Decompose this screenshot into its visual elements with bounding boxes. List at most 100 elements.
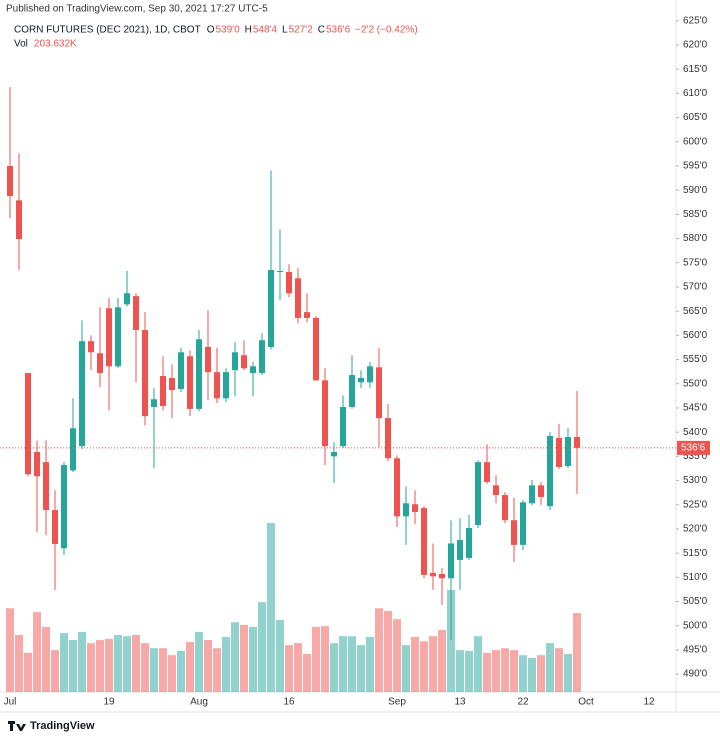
candle-body [178, 352, 184, 390]
y-tick-label: 535'0 [683, 451, 708, 462]
y-tick-label: 625'0 [683, 15, 708, 26]
volume-bar [213, 648, 221, 692]
candle-body [16, 200, 22, 240]
candle-body [556, 437, 562, 467]
volume-bar [150, 648, 158, 692]
volume-bar [402, 645, 410, 692]
x-tick-label: Sep [388, 697, 406, 708]
volume-bar [105, 638, 113, 692]
x-tick-label: Jul [4, 697, 17, 708]
y-tick-label: 610'0 [683, 88, 708, 99]
candle-body [70, 428, 76, 471]
candle-body [196, 339, 202, 409]
volume-bar [303, 654, 311, 692]
volume-bar [411, 636, 419, 692]
volume-bar [492, 650, 500, 692]
y-tick-label: 560'0 [683, 330, 708, 341]
y-tick-label: 515'0 [683, 548, 708, 559]
volume-bar [447, 590, 455, 692]
logo-icon [8, 721, 26, 731]
y-tick-label: 565'0 [683, 306, 708, 317]
y-tick-label: 590'0 [683, 185, 708, 196]
volume-bar [285, 645, 293, 692]
y-tick-label: 550'0 [683, 378, 708, 389]
volume-bar [186, 641, 194, 692]
volume-bar [483, 652, 491, 692]
ohlc-value: 527'2 [289, 25, 314, 36]
x-tick-label: 19 [103, 697, 115, 708]
candle-body [448, 543, 454, 579]
volume-bar [114, 635, 122, 692]
y-tick-label: 495'0 [683, 645, 708, 656]
volume-bar [96, 640, 104, 692]
y-tick-label: 490'0 [683, 669, 708, 680]
y-tick-label: 580'0 [683, 233, 708, 244]
candle-body [520, 502, 526, 545]
y-tick-label: 510'0 [683, 572, 708, 583]
candle-body [43, 462, 49, 511]
candle-body [421, 508, 427, 575]
candle-body [574, 436, 580, 448]
x-tick-label: Oct [578, 697, 594, 708]
volume-bar [168, 655, 176, 692]
change: −2'2 (−0.42%) [355, 25, 418, 36]
volume-bar [537, 655, 545, 692]
candle-body [169, 377, 175, 391]
volume-bar [465, 650, 473, 692]
candle-body [565, 436, 571, 467]
candle-body [268, 270, 274, 347]
y-tick-label: 600'0 [683, 136, 708, 147]
candle-body [142, 330, 148, 417]
x-tick-label: 22 [517, 697, 529, 708]
y-tick-label: 505'0 [683, 596, 708, 607]
volume-bar [501, 648, 509, 692]
candle-body [79, 341, 85, 447]
volume-bar [384, 610, 392, 692]
last-price-label: 536'6 [681, 443, 706, 454]
volume-bar [555, 648, 563, 692]
volume-bar [51, 650, 59, 692]
plot [0, 87, 676, 692]
volume-bar [6, 608, 14, 692]
ohlc-value: 536'6 [326, 25, 351, 36]
candle-body [277, 270, 283, 272]
candle-body [538, 485, 544, 497]
candle-body [304, 312, 310, 318]
candle-body [394, 458, 400, 517]
y-tick-label: 605'0 [683, 112, 708, 123]
volume-bar [240, 624, 248, 692]
volume-bar [366, 636, 374, 692]
candle-body [34, 451, 40, 477]
logo: TradingView [8, 720, 95, 732]
volume-label: Vol [14, 39, 28, 50]
volume-bar [24, 652, 32, 692]
candle-body [412, 504, 418, 512]
y-tick-label: 595'0 [683, 161, 708, 172]
logo-text: TradingView [30, 720, 95, 732]
y-tick-label: 575'0 [683, 257, 708, 268]
y-tick-label: 525'0 [683, 499, 708, 510]
candle-body [250, 366, 256, 374]
volume-value: 203.632K [34, 39, 77, 50]
volume-bar [132, 635, 140, 692]
volume-bar [528, 657, 536, 692]
ohlc-key: C [318, 25, 325, 36]
candle-body [385, 418, 391, 459]
candle-body [286, 271, 292, 294]
candle-body [214, 372, 220, 399]
candle-body [124, 293, 130, 305]
volume-bar [510, 650, 518, 692]
y-tick-label: 540'0 [683, 427, 708, 438]
candle-body [259, 340, 265, 374]
candle-body [376, 367, 382, 419]
last-price-box [677, 440, 710, 455]
candle-body [349, 375, 355, 407]
volume-bar [78, 631, 86, 692]
candle-body [457, 540, 463, 560]
x-tick-label: 16 [283, 697, 295, 708]
candle-body [88, 341, 94, 353]
candle-body [133, 296, 139, 331]
candle-body [367, 366, 373, 383]
volume-bar [69, 640, 77, 692]
